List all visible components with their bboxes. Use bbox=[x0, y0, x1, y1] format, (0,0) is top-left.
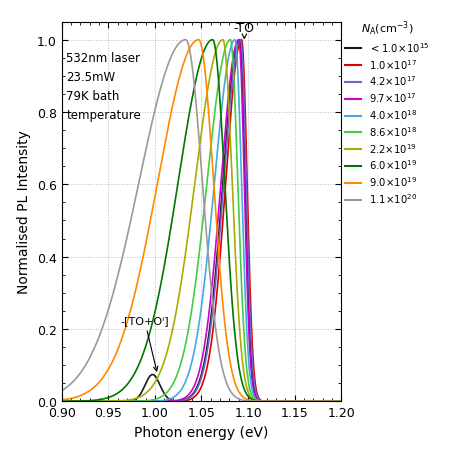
Legend: $<1.0\!\times\!10^{15}$, $1.0\!\times\!10^{17}$, $4.2\!\times\!10^{17}$, $9.7\!\: $<1.0\!\times\!10^{15}$, $1.0\!\times\!1… bbox=[344, 19, 430, 207]
Y-axis label: Normalised PL Intensity: Normalised PL Intensity bbox=[17, 130, 31, 294]
Text: -TO: -TO bbox=[234, 22, 255, 39]
Text: -[TO+Oᴵ]: -[TO+Oᴵ] bbox=[120, 316, 169, 371]
X-axis label: Photon energy (eV): Photon energy (eV) bbox=[134, 425, 269, 439]
Text: 532nm laser
23.5mW
79K bath
temperature: 532nm laser 23.5mW 79K bath temperature bbox=[66, 51, 141, 121]
